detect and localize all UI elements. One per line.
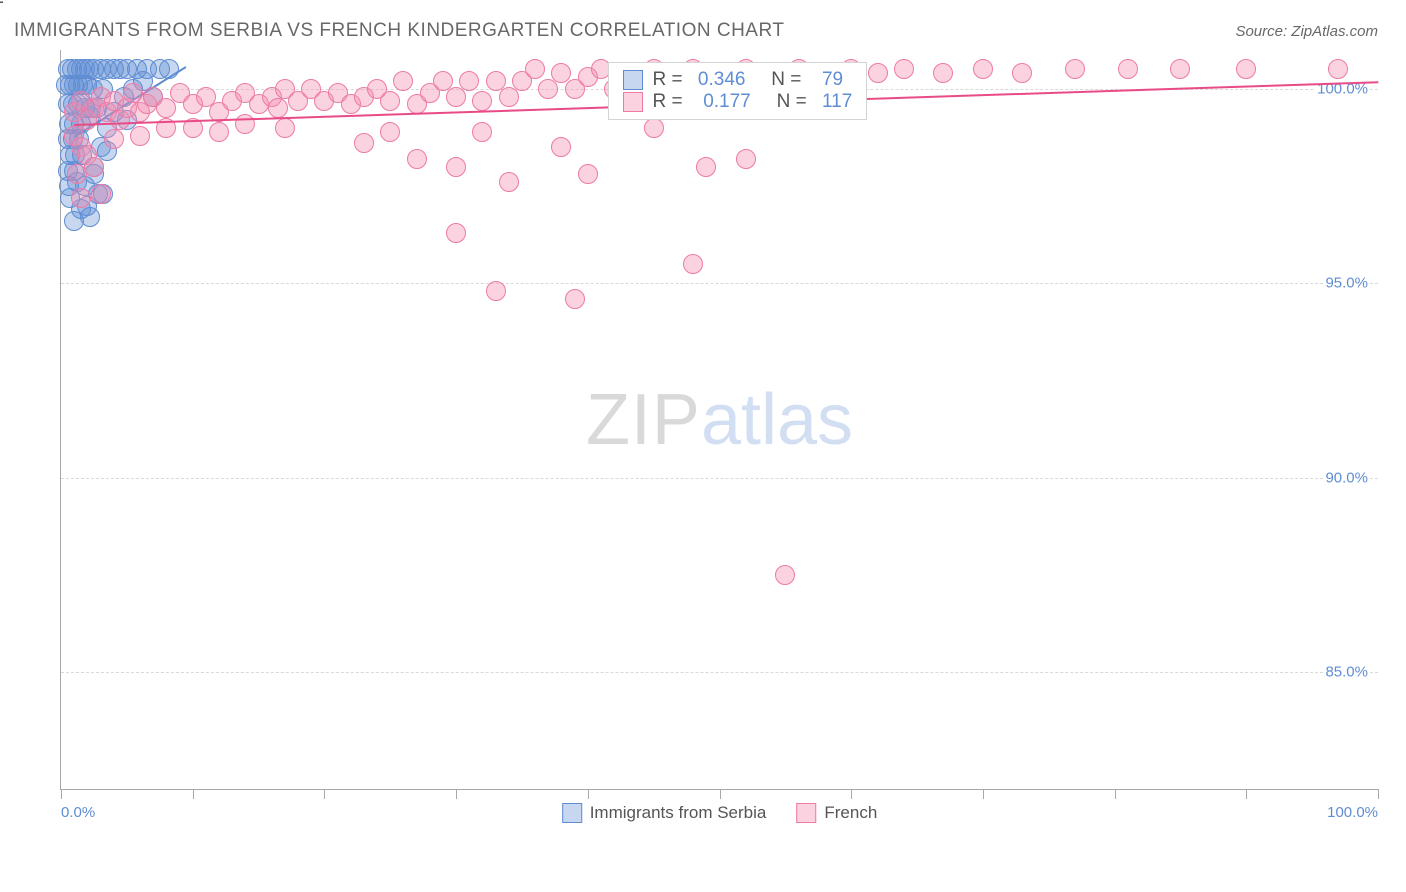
scatter-point (973, 59, 993, 79)
n-value: 79 (817, 69, 843, 91)
stats-row: R = 0.177 N = 117 (623, 91, 853, 113)
watermark-zip: ZIP (586, 380, 701, 460)
series-swatch (623, 70, 643, 90)
legend: Immigrants from Serbia French (562, 803, 878, 823)
watermark: ZIPatlas (586, 379, 853, 461)
scatter-point (91, 184, 111, 204)
chart-title: IMMIGRANTS FROM SERBIA VS FRENCH KINDERG… (14, 20, 784, 42)
scatter-point (499, 87, 519, 107)
scatter-point (275, 118, 295, 138)
x-tick (324, 789, 325, 799)
legend-swatch (562, 803, 582, 823)
scatter-point (578, 164, 598, 184)
scatter-point (1170, 59, 1190, 79)
scatter-point (1118, 59, 1138, 79)
y-tick-label: 85.0% (1323, 664, 1370, 681)
x-tick (983, 789, 984, 799)
x-start-label: 0.0% (61, 804, 95, 821)
scatter-point (868, 63, 888, 83)
legend-item: Immigrants from Serbia (562, 803, 767, 823)
x-tick (851, 789, 852, 799)
gridline (61, 283, 1378, 284)
scatter-point (354, 133, 374, 153)
scatter-point (71, 188, 91, 208)
x-tick (720, 789, 721, 799)
y-tick-label: 95.0% (1323, 275, 1370, 292)
scatter-point (472, 122, 492, 142)
n-value: 117 (822, 91, 852, 113)
source-attribution: Source: ZipAtlas.com (1235, 23, 1378, 40)
scatter-point (525, 59, 545, 79)
scatter-point (644, 118, 664, 138)
legend-label: Immigrants from Serbia (590, 803, 767, 823)
scatter-point (380, 91, 400, 111)
scatter-point (104, 129, 124, 149)
scatter-point (446, 157, 466, 177)
scatter-point (80, 207, 100, 227)
gridline (61, 478, 1378, 479)
x-end-label: 100.0% (1327, 804, 1378, 821)
scatter-point (1065, 59, 1085, 79)
watermark-atlas: atlas (701, 380, 853, 460)
scatter-point (84, 157, 104, 177)
legend-label: French (824, 803, 877, 823)
scatter-point (380, 122, 400, 142)
scatter-point (268, 98, 288, 118)
stats-row: R = 0.346 N = 79 (623, 69, 853, 91)
scatter-point (1328, 59, 1348, 79)
scatter-point (696, 157, 716, 177)
scatter-point (130, 126, 150, 146)
scatter-point (1012, 63, 1032, 83)
scatter-point (235, 114, 255, 134)
scatter-point (446, 87, 466, 107)
y-axis-title: Kindergarten (0, 0, 8, 4)
r-label: R = (653, 91, 694, 113)
scatter-point (538, 79, 558, 99)
scatter-point (775, 565, 795, 585)
x-tick (588, 789, 589, 799)
scatter-point (565, 289, 585, 309)
scatter-point (894, 59, 914, 79)
scatter-point (472, 91, 492, 111)
r-label: R = (653, 69, 688, 91)
legend-swatch (796, 803, 816, 823)
scatter-point (209, 122, 229, 142)
n-label: N = (755, 69, 806, 91)
n-label: N = (761, 91, 812, 113)
scatter-point (459, 71, 479, 91)
y-tick-label: 90.0% (1323, 469, 1370, 486)
x-tick (1378, 789, 1379, 799)
legend-item: French (796, 803, 877, 823)
scatter-point (393, 71, 413, 91)
x-tick (1115, 789, 1116, 799)
scatter-point (736, 149, 756, 169)
scatter-point (446, 223, 466, 243)
x-tick (456, 789, 457, 799)
r-value: 0.346 (698, 69, 746, 91)
x-tick (193, 789, 194, 799)
chart-header: IMMIGRANTS FROM SERBIA VS FRENCH KINDERG… (0, 0, 1406, 50)
gridline (61, 672, 1378, 673)
plot-area: ZIPatlas 85.0%90.0%95.0%100.0%0.0%100.0%… (60, 50, 1378, 790)
x-tick (1246, 789, 1247, 799)
scatter-point (933, 63, 953, 83)
stats-box: R = 0.346 N = 79R = 0.177 N = 117 (608, 62, 868, 120)
scatter-point (407, 149, 427, 169)
series-swatch (623, 92, 643, 112)
scatter-point (683, 254, 703, 274)
scatter-point (1236, 59, 1256, 79)
r-value: 0.177 (703, 91, 751, 113)
scatter-point (551, 137, 571, 157)
scatter-point (486, 281, 506, 301)
x-tick (61, 789, 62, 799)
scatter-point (499, 172, 519, 192)
